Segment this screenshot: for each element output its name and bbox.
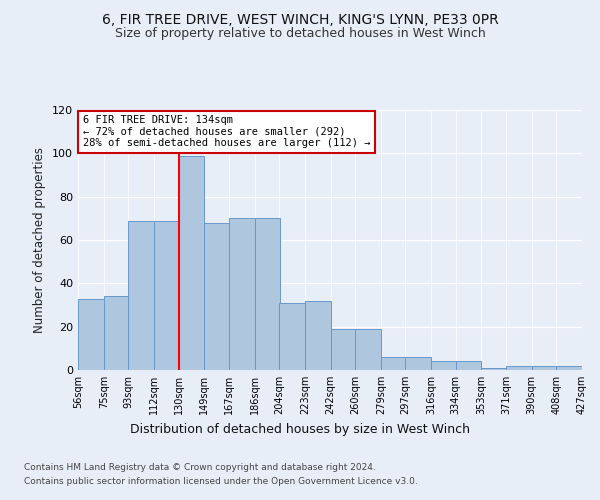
Bar — [355, 329, 381, 370]
Bar — [205, 222, 230, 370]
Bar — [556, 366, 582, 370]
Text: Contains HM Land Registry data © Crown copyright and database right 2024.: Contains HM Land Registry data © Crown c… — [24, 462, 376, 471]
Bar — [78, 298, 104, 370]
Bar — [481, 368, 507, 370]
Bar — [506, 366, 532, 370]
Bar — [279, 303, 305, 370]
Text: Size of property relative to detached houses in West Winch: Size of property relative to detached ho… — [115, 28, 485, 40]
Bar — [455, 362, 481, 370]
Bar — [305, 300, 331, 370]
Text: 6, FIR TREE DRIVE, WEST WINCH, KING'S LYNN, PE33 0PR: 6, FIR TREE DRIVE, WEST WINCH, KING'S LY… — [101, 12, 499, 26]
Bar — [331, 329, 356, 370]
Bar — [128, 220, 154, 370]
Bar — [104, 296, 130, 370]
Bar — [406, 357, 431, 370]
Bar — [154, 220, 180, 370]
Bar — [582, 368, 600, 370]
Bar — [179, 156, 205, 370]
Text: 6 FIR TREE DRIVE: 134sqm
← 72% of detached houses are smaller (292)
28% of semi-: 6 FIR TREE DRIVE: 134sqm ← 72% of detach… — [83, 115, 371, 148]
Bar — [254, 218, 280, 370]
Text: Contains public sector information licensed under the Open Government Licence v3: Contains public sector information licen… — [24, 478, 418, 486]
Bar — [532, 366, 557, 370]
Bar — [229, 218, 254, 370]
Text: Distribution of detached houses by size in West Winch: Distribution of detached houses by size … — [130, 422, 470, 436]
Bar — [431, 362, 457, 370]
Bar — [381, 357, 407, 370]
Y-axis label: Number of detached properties: Number of detached properties — [34, 147, 46, 333]
